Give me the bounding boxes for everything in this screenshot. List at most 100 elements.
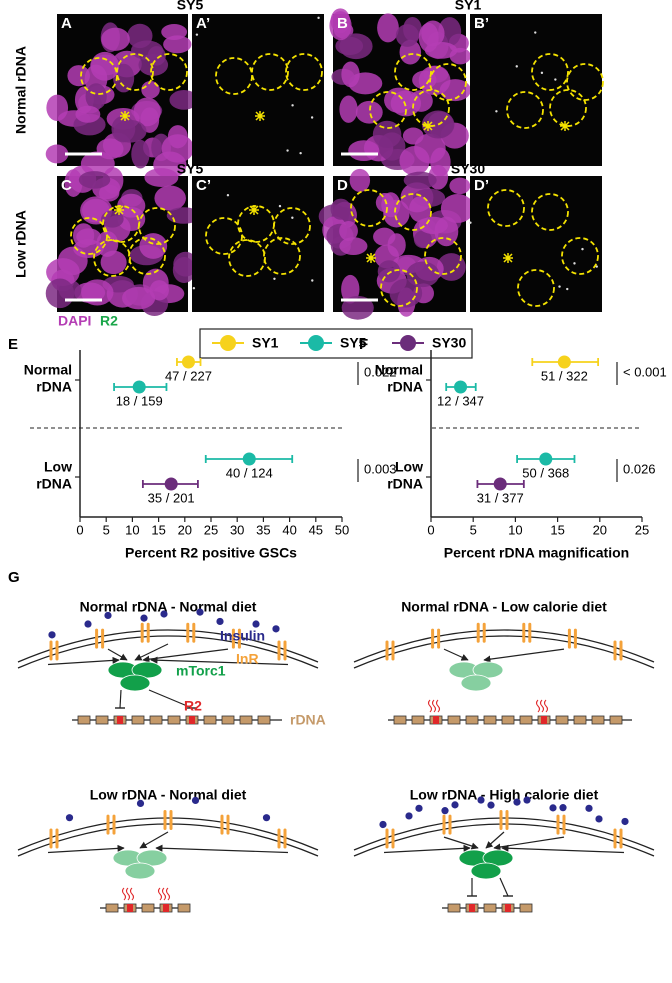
group-label: Low xyxy=(44,459,72,475)
legend-label: SY5 xyxy=(340,335,367,351)
rdna-unit xyxy=(447,715,461,725)
x-tick-label: 25 xyxy=(635,522,649,537)
signal xyxy=(226,193,230,197)
gsc-outline xyxy=(228,239,266,277)
arrow xyxy=(139,831,169,849)
receptor xyxy=(613,640,617,661)
nucleus xyxy=(355,100,383,124)
x-tick-label: 30 xyxy=(230,522,244,537)
asterisk xyxy=(560,121,570,131)
receptor xyxy=(573,628,577,649)
micrograph-title: SY30 xyxy=(451,161,485,177)
scheme: Normal rDNA - Low calorie diet xyxy=(353,599,655,725)
asterisk xyxy=(120,111,130,121)
nucleus xyxy=(449,177,471,195)
signal xyxy=(573,262,576,265)
gsc-outline xyxy=(369,91,407,129)
signal xyxy=(558,285,561,288)
receptor xyxy=(95,628,99,649)
nucleus xyxy=(330,198,352,220)
receptor xyxy=(277,828,281,849)
receptor xyxy=(476,622,480,643)
stain-label: DAPI xyxy=(58,313,91,329)
count-label: 47 / 227 xyxy=(165,368,212,383)
r2-transcript xyxy=(543,699,549,713)
arrow xyxy=(47,844,125,854)
micrograph-title: SY5 xyxy=(177,161,204,177)
gsc-outline xyxy=(561,237,599,275)
nucleus xyxy=(402,127,424,145)
arrow xyxy=(383,844,471,854)
group-label: rDNA xyxy=(36,476,72,492)
x-tick-label: 5 xyxy=(470,522,477,537)
gsc-outline xyxy=(93,239,131,277)
receptor xyxy=(220,814,224,835)
micrograph: A’ xyxy=(192,14,324,166)
r2-element xyxy=(163,904,169,912)
rdna-unit xyxy=(131,715,145,725)
receptor xyxy=(431,628,435,649)
nucleus xyxy=(67,65,90,87)
panel-label: E xyxy=(8,336,18,353)
nucleus xyxy=(339,33,373,60)
nucleus xyxy=(341,295,374,320)
rdna-unit xyxy=(239,715,253,725)
mtorc1 xyxy=(460,674,492,692)
inhibition xyxy=(148,689,193,709)
nucleus xyxy=(122,286,156,310)
group-label: rDNA xyxy=(36,379,72,395)
insulin xyxy=(84,620,92,628)
insulin xyxy=(415,804,423,812)
nucleus xyxy=(438,17,462,47)
x-tick-label: 0 xyxy=(76,522,83,537)
receptor xyxy=(49,828,53,849)
nucleus xyxy=(348,140,380,161)
rdna-unit xyxy=(483,903,497,913)
panel-label: B xyxy=(337,15,348,32)
rdna-unit xyxy=(519,715,533,725)
insulin xyxy=(523,796,531,804)
nucleus xyxy=(45,278,75,309)
nucleus xyxy=(403,171,437,189)
panel-label: G xyxy=(8,569,20,586)
rdna-unit xyxy=(447,903,461,913)
nucleus xyxy=(372,120,402,149)
panel-label: D xyxy=(337,177,348,194)
mtorc1 xyxy=(470,862,502,880)
scheme-title: Low rDNA - Normal diet xyxy=(90,787,247,803)
asterisk xyxy=(114,205,124,215)
nucleus xyxy=(375,193,394,213)
micrograph-bg xyxy=(192,14,324,166)
insulin-label: Insulin xyxy=(220,628,265,644)
r2-transcript xyxy=(165,887,171,901)
receptor xyxy=(619,640,623,661)
inhibition xyxy=(499,877,509,897)
data-point xyxy=(539,452,553,466)
data-point xyxy=(164,477,178,491)
receptor xyxy=(283,640,287,661)
legend-box xyxy=(199,328,473,359)
receptor xyxy=(55,640,59,661)
micrograph: D’ xyxy=(469,176,602,312)
nucleus xyxy=(154,185,186,211)
receptor-label: InR xyxy=(236,651,259,667)
rdna-unit xyxy=(573,715,587,725)
r2-element xyxy=(505,904,511,912)
rdna-unit xyxy=(177,903,191,913)
rdna-unit xyxy=(149,715,163,725)
nucleus xyxy=(78,171,111,189)
receptor xyxy=(231,628,235,649)
mtorc1-label: mTorc1 xyxy=(176,663,226,679)
signal xyxy=(311,279,314,282)
micrograph: B’ xyxy=(470,14,604,166)
nucleus xyxy=(399,145,430,176)
insulin xyxy=(477,796,485,804)
insulin xyxy=(441,807,449,815)
rdna-unit xyxy=(501,715,515,725)
receptor xyxy=(163,810,167,830)
nucleus xyxy=(373,227,396,246)
nucleus xyxy=(141,80,160,99)
receptor xyxy=(528,622,532,643)
gsc-outline xyxy=(350,189,388,227)
micrograph-title: SY1 xyxy=(455,0,482,13)
